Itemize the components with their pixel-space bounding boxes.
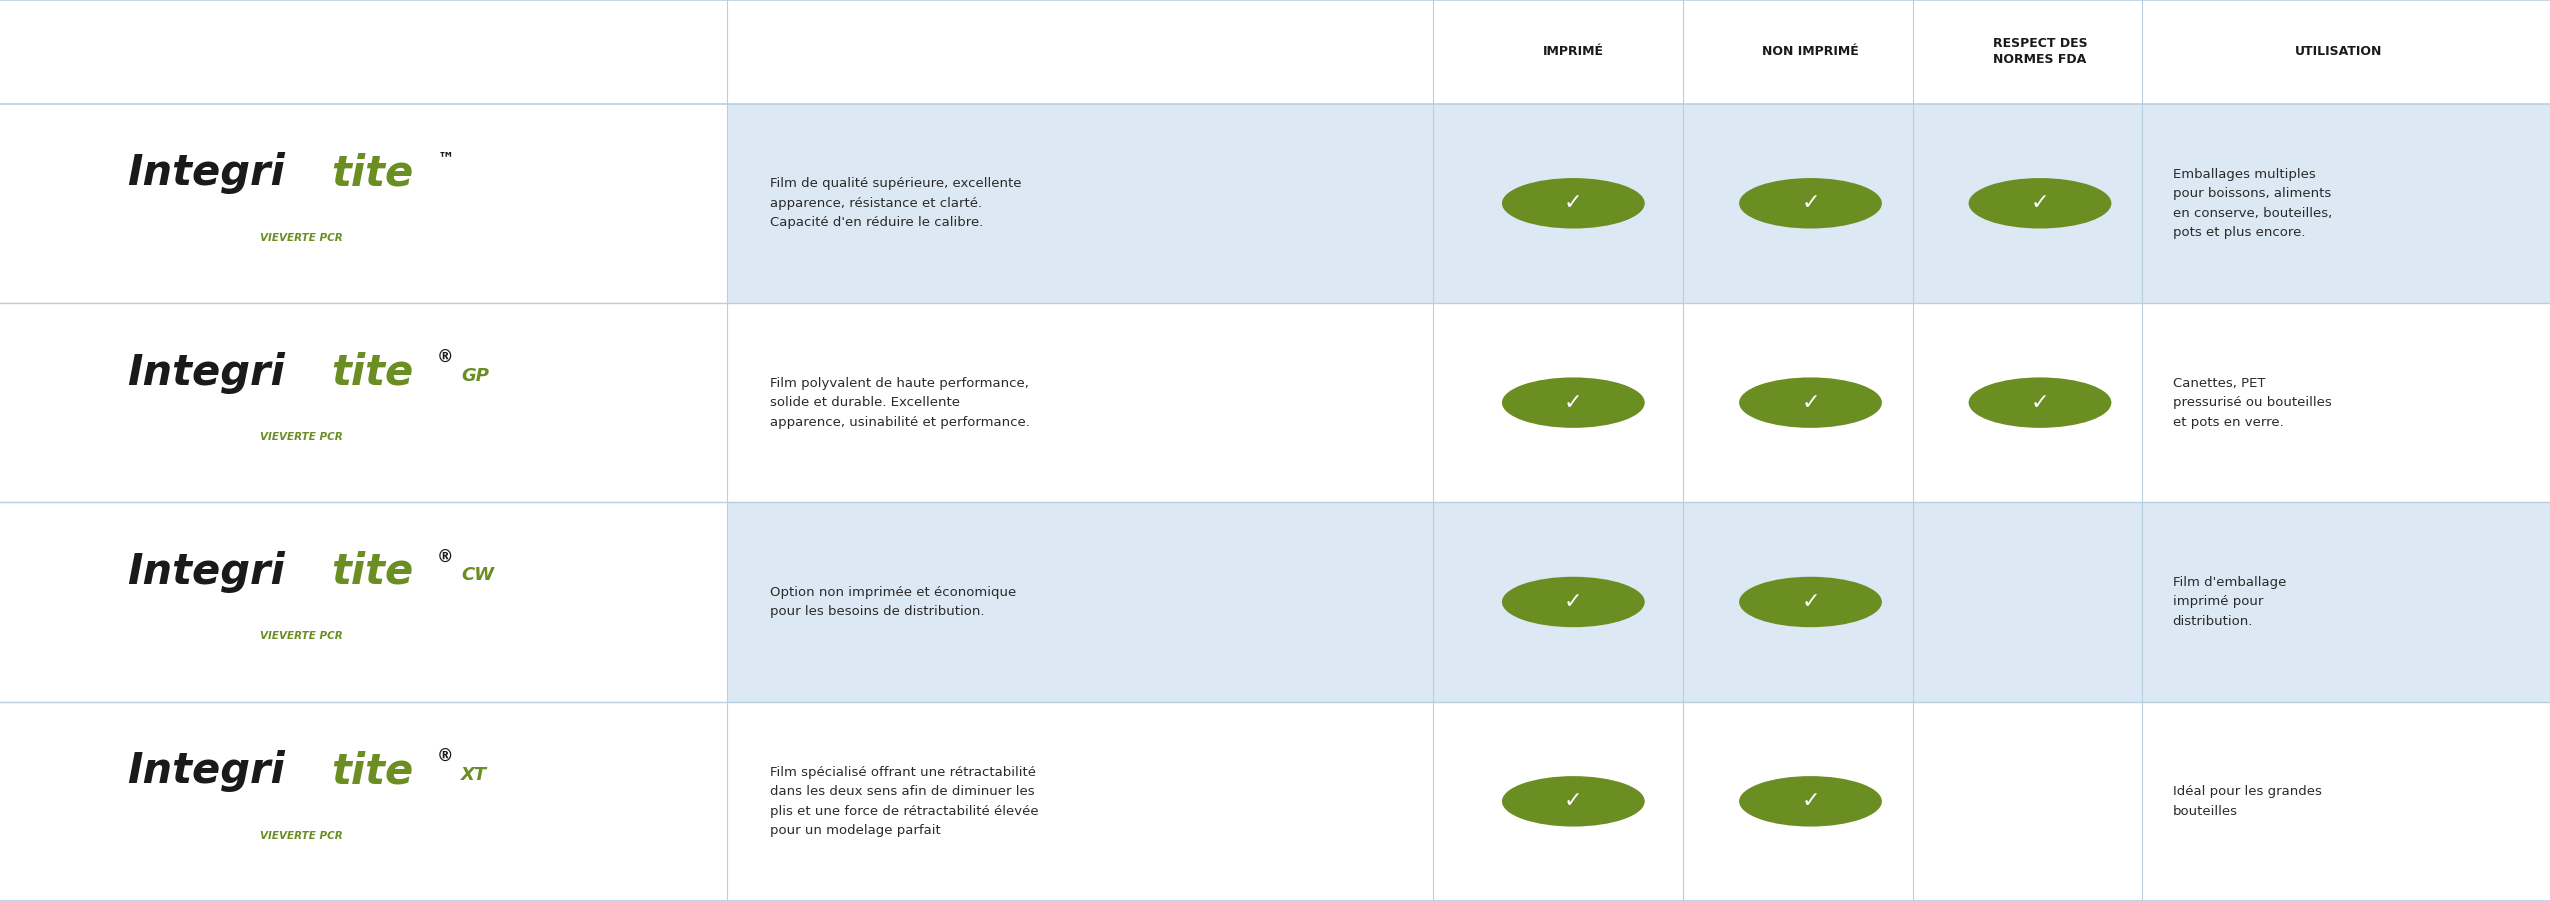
Bar xyxy=(0,503,2550,702)
Text: tite: tite xyxy=(332,551,413,593)
Text: ✓: ✓ xyxy=(2030,393,2050,413)
Text: ✓: ✓ xyxy=(1563,592,1584,612)
Text: UTILISATION: UTILISATION xyxy=(2295,45,2382,59)
Text: Film polyvalent de haute performance,
solide et durable. Excellente
apparence, u: Film polyvalent de haute performance, so… xyxy=(770,377,1030,429)
Circle shape xyxy=(1502,577,1645,627)
Text: ✓: ✓ xyxy=(1800,791,1821,811)
Bar xyxy=(0,503,727,702)
Text: NON IMPRIMÉ: NON IMPRIMÉ xyxy=(1762,45,1859,59)
Circle shape xyxy=(1502,178,1645,229)
Text: Integri: Integri xyxy=(128,551,286,593)
Circle shape xyxy=(1739,776,1882,826)
Circle shape xyxy=(1739,178,1882,229)
Text: Film de qualité supérieure, excellente
apparence, résistance et clarté.
Capacité: Film de qualité supérieure, excellente a… xyxy=(770,177,1023,229)
Bar xyxy=(0,0,2550,104)
Bar xyxy=(0,702,727,901)
Text: ®: ® xyxy=(436,349,454,367)
Text: XT: XT xyxy=(462,766,487,784)
Text: ®: ® xyxy=(436,549,454,567)
Text: ™: ™ xyxy=(436,150,454,168)
Text: ✓: ✓ xyxy=(1800,393,1821,413)
Text: Integri: Integri xyxy=(128,351,286,394)
Text: VIEVERTE PCR: VIEVERTE PCR xyxy=(260,232,342,242)
Text: ✓: ✓ xyxy=(1563,194,1584,214)
Circle shape xyxy=(1739,577,1882,627)
Text: Integri: Integri xyxy=(128,152,286,195)
Text: CW: CW xyxy=(462,567,495,585)
Text: tite: tite xyxy=(332,751,413,792)
Bar xyxy=(0,702,2550,901)
Text: Integri: Integri xyxy=(128,751,286,792)
Text: tite: tite xyxy=(332,351,413,394)
Text: ✓: ✓ xyxy=(1563,393,1584,413)
Text: tite: tite xyxy=(332,152,413,195)
Text: GP: GP xyxy=(462,367,490,385)
Circle shape xyxy=(1739,378,1882,428)
Bar xyxy=(0,303,2550,502)
Text: VIEVERTE PCR: VIEVERTE PCR xyxy=(260,831,342,841)
Text: VIEVERTE PCR: VIEVERTE PCR xyxy=(260,432,342,441)
Text: ✓: ✓ xyxy=(1800,592,1821,612)
Text: ✓: ✓ xyxy=(2030,194,2050,214)
Text: ✓: ✓ xyxy=(1563,791,1584,811)
Text: Option non imprimée et économique
pour les besoins de distribution.: Option non imprimée et économique pour l… xyxy=(770,586,1017,618)
Text: IMPRIMÉ: IMPRIMÉ xyxy=(1543,45,1604,59)
Bar xyxy=(0,104,727,303)
Circle shape xyxy=(1502,776,1645,826)
Circle shape xyxy=(1969,378,2111,428)
Circle shape xyxy=(1502,378,1645,428)
Bar xyxy=(0,303,727,502)
Text: Canettes, PET
pressurisé ou bouteilles
et pots en verre.: Canettes, PET pressurisé ou bouteilles e… xyxy=(2173,377,2331,429)
Text: VIEVERTE PCR: VIEVERTE PCR xyxy=(260,632,342,642)
Text: Emballages multiples
pour boissons, aliments
en conserve, bouteilles,
pots et pl: Emballages multiples pour boissons, alim… xyxy=(2173,168,2331,239)
Text: Idéal pour les grandes
bouteilles: Idéal pour les grandes bouteilles xyxy=(2173,785,2320,817)
Text: ✓: ✓ xyxy=(1800,194,1821,214)
Bar xyxy=(0,104,2550,303)
Text: ®: ® xyxy=(436,748,454,766)
Text: Film d'emballage
imprimé pour
distribution.: Film d'emballage imprimé pour distributi… xyxy=(2173,576,2285,628)
Circle shape xyxy=(1969,178,2111,229)
Text: RESPECT DES
NORMES FDA: RESPECT DES NORMES FDA xyxy=(1992,37,2088,67)
Text: Film spécialisé offrant une rétractabilité
dans les deux sens afin de diminuer l: Film spécialisé offrant une rétractabili… xyxy=(770,766,1038,837)
